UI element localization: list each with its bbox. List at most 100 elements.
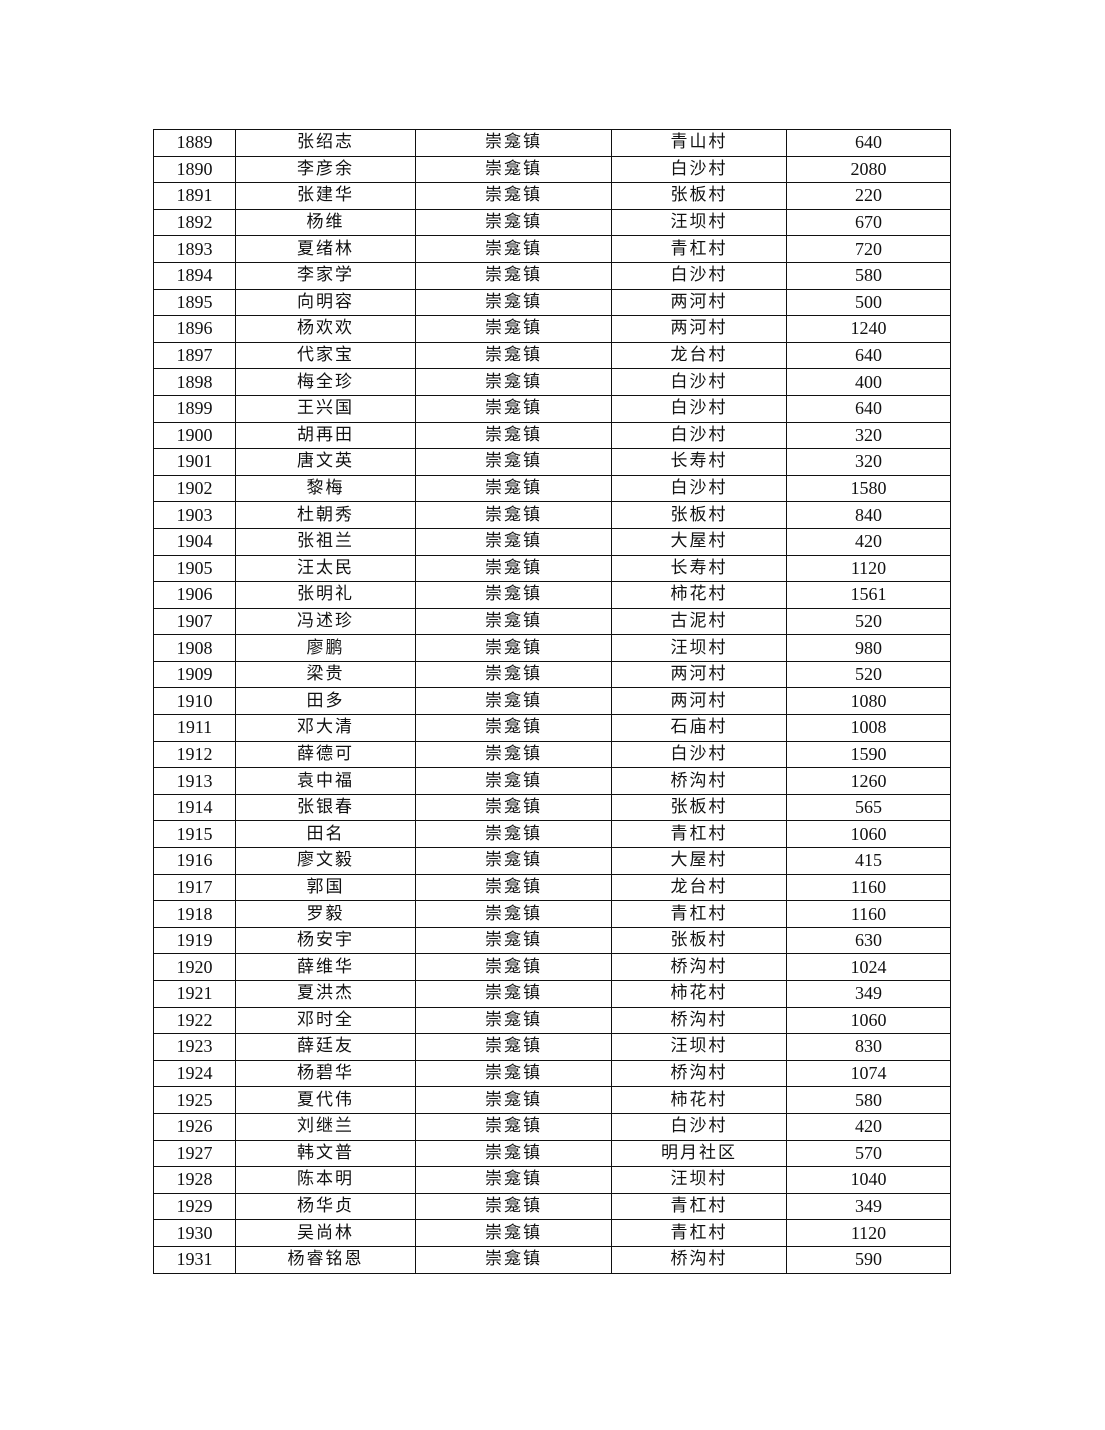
town-cell: 崇龛镇 <box>415 767 612 795</box>
person-name-cell: 杨维 <box>235 208 416 237</box>
person-name-cell: 田名 <box>235 820 416 849</box>
person-name-cell: 罗毅 <box>235 900 416 928</box>
town-cell: 崇龛镇 <box>415 660 612 689</box>
amount-cell: 349 <box>786 1192 951 1221</box>
person-name-cell: 吴尚林 <box>235 1219 416 1247</box>
village-cell: 白沙村 <box>611 394 787 423</box>
person-name-cell: 李家学 <box>235 261 416 290</box>
row-number-cell: 1905 <box>153 554 236 583</box>
amount-cell: 520 <box>786 607 951 636</box>
row-number-cell: 1900 <box>153 421 236 450</box>
row-number-cell: 1912 <box>153 740 236 769</box>
amount-cell: 1040 <box>786 1166 951 1194</box>
village-cell: 桥沟村 <box>611 953 787 981</box>
town-cell: 崇龛镇 <box>415 448 612 476</box>
village-cell: 白沙村 <box>611 474 787 503</box>
village-cell: 张板村 <box>611 926 787 955</box>
person-name-cell: 黎梅 <box>235 474 416 503</box>
table-row: 1925 夏代伟 崇龛镇 柿花村 580 <box>153 1086 951 1114</box>
amount-cell: 640 <box>786 129 951 157</box>
row-number-cell: 1894 <box>153 261 236 290</box>
town-cell: 崇龛镇 <box>415 182 612 210</box>
row-number-cell: 1901 <box>153 448 236 476</box>
town-cell: 崇龛镇 <box>415 581 612 609</box>
row-number-cell: 1918 <box>153 900 236 928</box>
person-name-cell: 杨碧华 <box>235 1059 416 1088</box>
village-cell: 汪坝村 <box>611 634 787 662</box>
row-number-cell: 1920 <box>153 953 236 981</box>
town-cell: 崇龛镇 <box>415 1245 612 1274</box>
person-name-cell: 郭国 <box>235 873 416 902</box>
table-row: 1917 郭国 崇龛镇 龙台村 1160 <box>153 873 951 902</box>
person-name-cell: 张银春 <box>235 793 416 822</box>
person-name-cell: 张建华 <box>235 182 416 210</box>
person-name-cell: 夏绪林 <box>235 235 416 263</box>
person-name-cell: 胡再田 <box>235 421 416 450</box>
town-cell: 崇龛镇 <box>415 847 612 875</box>
town-cell: 崇龛镇 <box>415 527 612 556</box>
town-cell: 崇龛镇 <box>415 341 612 370</box>
amount-cell: 1024 <box>786 953 951 981</box>
table-row: 1909 梁贵 崇龛镇 两河村 520 <box>153 660 951 689</box>
row-number-cell: 1925 <box>153 1086 236 1114</box>
amount-cell: 840 <box>786 501 951 529</box>
row-number-cell: 1903 <box>153 501 236 529</box>
person-name-cell: 陈本明 <box>235 1166 416 1194</box>
row-number-cell: 1898 <box>153 368 236 396</box>
table-row: 1911 邓大清 崇龛镇 石庙村 1008 <box>153 714 951 742</box>
village-cell: 张板村 <box>611 501 787 529</box>
town-cell: 崇龛镇 <box>415 288 612 317</box>
table-row: 1900 胡再田 崇龛镇 白沙村 320 <box>153 421 951 450</box>
village-cell: 大屋村 <box>611 847 787 875</box>
row-number-cell: 1906 <box>153 581 236 609</box>
table-row: 1894 李家学 崇龛镇 白沙村 580 <box>153 261 951 290</box>
town-cell: 崇龛镇 <box>415 1006 612 1035</box>
town-cell: 崇龛镇 <box>415 820 612 849</box>
row-number-cell: 1890 <box>153 155 236 184</box>
amount-cell: 2080 <box>786 155 951 184</box>
village-cell: 明月社区 <box>611 1139 787 1168</box>
amount-cell: 1561 <box>786 581 951 609</box>
amount-cell: 1590 <box>786 740 951 769</box>
village-cell: 张板村 <box>611 182 787 210</box>
village-cell: 柿花村 <box>611 1086 787 1114</box>
row-number-cell: 1913 <box>153 767 236 795</box>
town-cell: 崇龛镇 <box>415 1139 612 1168</box>
row-number-cell: 1910 <box>153 687 236 716</box>
records-table: 1889 张绍志 崇龛镇 青山村 640 1890 李彦余 崇龛镇 白沙村 2080 1891 张建华… <box>153 129 951 1274</box>
table-row: 1890 李彦余 崇龛镇 白沙村 2080 <box>153 155 951 184</box>
amount-cell: 580 <box>786 1086 951 1114</box>
village-cell: 长寿村 <box>611 554 787 583</box>
table-row: 1916 廖文毅 崇龛镇 大屋村 415 <box>153 847 951 875</box>
town-cell: 崇龛镇 <box>415 368 612 396</box>
person-name-cell: 邓大清 <box>235 714 416 742</box>
town-cell: 崇龛镇 <box>415 1166 612 1194</box>
person-name-cell: 代家宝 <box>235 341 416 370</box>
amount-cell: 500 <box>786 288 951 317</box>
person-name-cell: 夏代伟 <box>235 1086 416 1114</box>
town-cell: 崇龛镇 <box>415 873 612 902</box>
amount-cell: 320 <box>786 448 951 476</box>
town-cell: 崇龛镇 <box>415 740 612 769</box>
amount-cell: 220 <box>786 182 951 210</box>
table-row: 1930 吴尚林 崇龛镇 青杠村 1120 <box>153 1219 951 1247</box>
amount-cell: 420 <box>786 527 951 556</box>
table-row: 1928 陈本明 崇龛镇 汪坝村 1040 <box>153 1166 951 1194</box>
table-row: 1918 罗毅 崇龛镇 青杠村 1160 <box>153 900 951 928</box>
town-cell: 崇龛镇 <box>415 261 612 290</box>
person-name-cell: 张明礼 <box>235 581 416 609</box>
person-name-cell: 韩文普 <box>235 1139 416 1168</box>
amount-cell: 520 <box>786 660 951 689</box>
amount-cell: 1160 <box>786 900 951 928</box>
amount-cell: 1240 <box>786 315 951 343</box>
row-number-cell: 1914 <box>153 793 236 822</box>
person-name-cell: 袁中福 <box>235 767 416 795</box>
row-number-cell: 1931 <box>153 1245 236 1274</box>
village-cell: 白沙村 <box>611 1112 787 1141</box>
village-cell: 汪坝村 <box>611 1033 787 1061</box>
table-row: 1923 薛廷友 崇龛镇 汪坝村 830 <box>153 1033 951 1061</box>
village-cell: 古泥村 <box>611 607 787 636</box>
village-cell: 柿花村 <box>611 980 787 1008</box>
table-row: 1902 黎梅 崇龛镇 白沙村 1580 <box>153 474 951 503</box>
row-number-cell: 1891 <box>153 182 236 210</box>
